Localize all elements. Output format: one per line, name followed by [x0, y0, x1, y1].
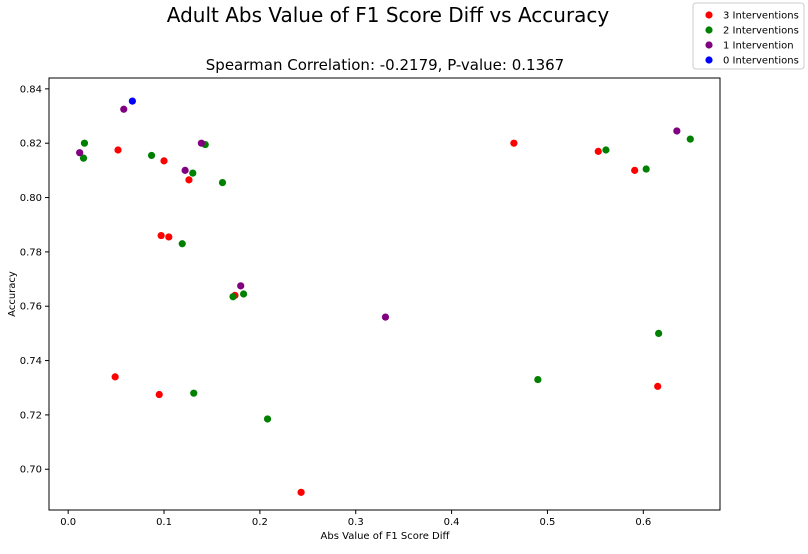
y-tick-label: 0.80 — [20, 193, 42, 204]
y-tick-label: 0.70 — [20, 465, 42, 476]
data-point — [80, 139, 89, 147]
data-point — [79, 154, 88, 162]
legend-marker — [705, 11, 713, 19]
data-point — [654, 382, 662, 390]
data-point — [160, 157, 168, 165]
legend-label: 3 Interventions — [723, 11, 799, 22]
data-point — [602, 146, 610, 154]
data-point — [197, 139, 206, 147]
y-tick-label: 0.76 — [20, 302, 42, 313]
data-point — [157, 231, 165, 240]
legend-label: 2 Interventions — [723, 26, 799, 37]
data-point — [673, 127, 681, 135]
y-axis-label: Accuracy — [7, 271, 18, 317]
data-point — [686, 135, 694, 143]
y-tick-label: 0.82 — [20, 139, 42, 150]
data-point — [178, 240, 186, 248]
data-point — [594, 147, 602, 155]
y-axis: 0.70 0.72 0.74 0.76 0.78 0.80 0.82 0.84 — [20, 84, 49, 476]
data-point — [655, 329, 663, 337]
x-axis: 0.0 0.1 0.2 0.3 0.4 0.5 0.6 — [60, 510, 651, 528]
legend-label: 0 Interventions — [723, 56, 799, 67]
legend-marker — [705, 41, 713, 49]
legend-marker — [705, 56, 713, 64]
data-point — [534, 375, 542, 384]
x-axis-label: Abs Value of F1 Score Diff — [321, 531, 451, 542]
data-points — [76, 97, 694, 496]
y-tick-label: 0.72 — [20, 410, 42, 421]
data-point — [111, 373, 119, 381]
chart-subtitle: Spearman Correlation: -0.2179, P-value: … — [206, 56, 564, 74]
data-point — [155, 390, 163, 399]
data-point — [185, 176, 193, 184]
legend: 3 Interventions 2 Interventions 1 Interven… — [692, 2, 805, 70]
data-point — [147, 151, 156, 160]
y-tick-label: 0.78 — [20, 247, 42, 258]
data-point — [190, 389, 198, 397]
x-tick-label: 0.0 — [60, 517, 76, 528]
data-point — [510, 139, 518, 147]
data-point — [642, 165, 650, 173]
x-tick-label: 0.1 — [156, 517, 172, 528]
data-point — [631, 166, 639, 174]
data-point — [128, 97, 136, 105]
chart-title: Adult Abs Value of F1 Score Diff vs Accu… — [167, 3, 610, 27]
data-point — [120, 105, 128, 113]
data-point — [218, 179, 227, 187]
y-tick-label: 0.84 — [20, 84, 42, 95]
x-tick-label: 0.3 — [348, 517, 364, 528]
data-point — [381, 313, 390, 321]
data-point — [165, 233, 173, 241]
data-point — [76, 149, 84, 157]
legend-marker — [705, 26, 713, 34]
legend-box — [692, 2, 805, 70]
data-point — [237, 282, 245, 290]
data-point — [189, 169, 197, 177]
x-tick-label: 0.6 — [635, 517, 651, 528]
data-point — [263, 415, 272, 423]
x-tick-label: 0.4 — [444, 517, 460, 528]
data-point — [297, 488, 305, 496]
legend-label: 1 Intervention — [723, 41, 794, 52]
plot-area — [48, 77, 721, 511]
x-tick-label: 0.5 — [540, 517, 556, 528]
y-tick-label: 0.74 — [20, 356, 42, 367]
data-point — [114, 146, 122, 154]
data-point — [229, 293, 237, 301]
x-tick-label: 0.2 — [252, 517, 268, 528]
data-point — [181, 166, 189, 174]
data-point — [239, 290, 248, 298]
